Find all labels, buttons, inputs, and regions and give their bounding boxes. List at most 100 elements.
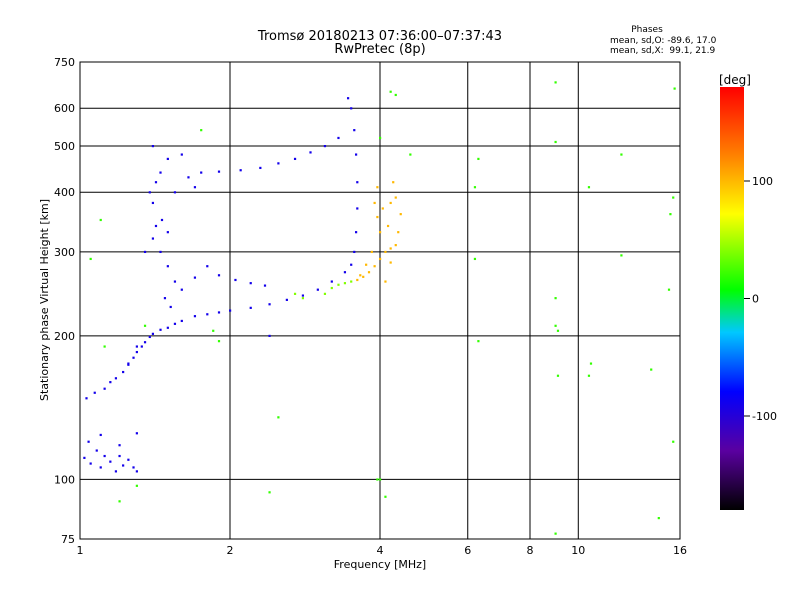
y-axis: 75 100 200 300 400 500 600 750 — [54, 56, 75, 546]
data-point — [180, 319, 183, 323]
y-tick-label: 200 — [54, 330, 75, 343]
phases-title: Phases — [631, 25, 663, 35]
data-point — [259, 166, 262, 170]
data-point — [229, 309, 232, 312]
data-point — [118, 444, 121, 447]
colorbar-gradient — [720, 87, 744, 510]
data-point — [285, 298, 288, 301]
y-tick-label: 600 — [54, 102, 75, 115]
data-point — [379, 478, 382, 481]
data-point — [212, 329, 215, 332]
x-tick-label: 2 — [227, 544, 234, 557]
data-point — [93, 391, 96, 394]
data-point — [135, 350, 138, 354]
data-point — [143, 324, 147, 327]
data-point — [554, 324, 557, 327]
data-point — [277, 416, 280, 419]
data-point — [556, 329, 560, 332]
data-point — [154, 224, 158, 228]
data-point — [118, 500, 121, 503]
data-point — [103, 387, 106, 390]
data-point — [556, 374, 560, 377]
data-point — [160, 218, 164, 222]
data-point — [99, 466, 102, 469]
data-point — [392, 181, 395, 184]
data-point — [122, 370, 125, 374]
data-point — [187, 176, 190, 179]
data-point — [356, 207, 359, 210]
data-point — [217, 170, 221, 173]
data-point — [354, 231, 358, 234]
data-point — [103, 345, 106, 348]
data-point — [554, 140, 557, 144]
data-point — [397, 231, 400, 234]
colorbar-ticks: 100 0 -100 — [744, 175, 777, 423]
data-point — [316, 288, 319, 291]
plot-area-frame — [79, 61, 681, 540]
data-point — [206, 313, 209, 316]
x-tick-label: 1 — [77, 544, 84, 557]
data-point — [373, 265, 376, 268]
data-point — [159, 328, 162, 331]
data-point — [620, 153, 623, 156]
data-point — [173, 322, 177, 325]
data-point — [343, 282, 347, 285]
data-point — [330, 286, 333, 290]
data-point — [362, 275, 365, 278]
y-tick-label: 500 — [54, 140, 75, 153]
data-point — [399, 213, 402, 216]
data-point — [135, 484, 138, 487]
data-point — [87, 440, 90, 443]
data-point — [200, 129, 203, 132]
data-point — [389, 201, 392, 205]
data-point — [122, 464, 125, 467]
data-point — [114, 470, 118, 473]
data-point — [365, 263, 368, 266]
data-point — [389, 90, 392, 93]
y-tick-label: 300 — [54, 246, 75, 259]
data-point — [89, 462, 92, 465]
data-point — [135, 432, 138, 435]
y-tick-label: 400 — [54, 186, 75, 199]
data-point — [379, 257, 382, 261]
data-point — [127, 458, 130, 461]
data-point — [554, 532, 557, 535]
data-point — [159, 250, 162, 254]
y-tick-label: 75 — [61, 533, 75, 546]
data-point — [554, 297, 557, 300]
data-point — [409, 153, 412, 156]
data-point — [132, 356, 135, 359]
phases-o-stats: mean, sd,O: -89.6, 17.0 — [610, 36, 717, 46]
data-point — [206, 265, 209, 268]
data-point — [589, 362, 593, 365]
data-point — [657, 517, 660, 520]
data-point — [135, 345, 138, 348]
data-point — [114, 377, 118, 380]
data-point — [353, 250, 356, 254]
data-point — [376, 478, 379, 481]
y-tick-label: 100 — [54, 473, 75, 486]
data-point — [193, 315, 197, 318]
data-point — [148, 191, 151, 194]
x-tick-label: 8 — [527, 544, 534, 557]
data-point — [132, 466, 135, 469]
data-point — [163, 297, 167, 300]
data-point — [309, 151, 312, 154]
data-point — [370, 250, 373, 254]
data-point — [373, 201, 376, 205]
data-point — [587, 374, 591, 377]
data-point — [356, 278, 359, 282]
grid — [80, 62, 680, 539]
x-axis-label: Frequency [MHz] — [334, 558, 426, 571]
data-point — [85, 397, 88, 400]
data-point — [193, 186, 197, 189]
data-point — [330, 280, 333, 283]
data-point — [346, 97, 350, 100]
data-point — [673, 87, 676, 90]
data-point — [379, 231, 382, 234]
data-point — [193, 276, 197, 279]
data-point — [99, 218, 102, 222]
data-point — [151, 144, 155, 148]
data-point — [620, 254, 623, 257]
data-point — [343, 271, 347, 274]
